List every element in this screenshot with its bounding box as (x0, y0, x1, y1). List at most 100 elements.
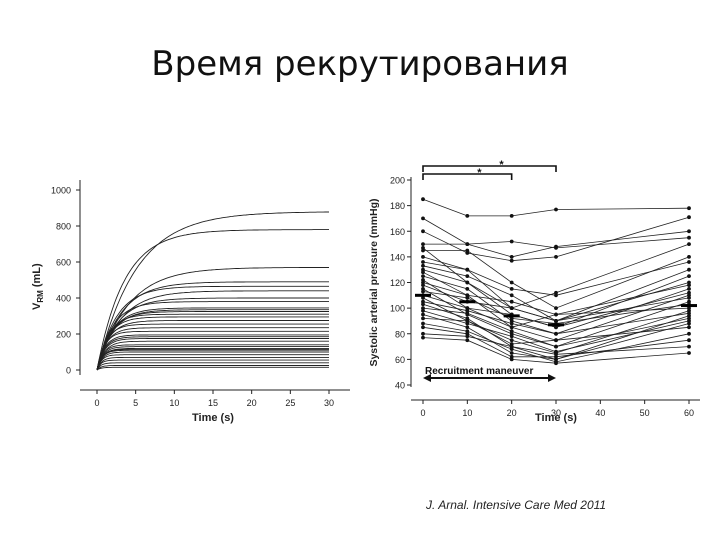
patient-pressure-point (687, 242, 691, 246)
patient-pressure-point (465, 306, 470, 310)
significance-bracket-inner: * (422, 167, 513, 180)
patient-pressure-point (687, 283, 691, 287)
patient-pressure-point (687, 299, 691, 304)
patient-pressure-point (509, 344, 514, 349)
vrm-curve (96, 354, 329, 371)
patient-pressure-point (554, 331, 558, 336)
patient-pressure-point (687, 313, 691, 318)
patient-pressure-point (465, 293, 470, 298)
patient-pressure-point (509, 255, 514, 259)
patient-pressure-point (687, 229, 691, 234)
vrm-chart: 0 200 400 600 800 1000 0 5 10 15 20 25 30 Time (s) VRM… (31, 180, 350, 424)
vrm-curve (96, 301, 329, 371)
y-tick-label: 200 (56, 330, 71, 340)
vrm-curve (96, 307, 329, 371)
patient-pressure-point (509, 299, 514, 304)
recruitment-arrow-right-head (548, 374, 556, 382)
vrm-curve (96, 323, 329, 371)
patient-pressure-point (465, 248, 470, 253)
x-tick-label: 20 (507, 408, 517, 418)
x-axis-title: Time (s) (535, 412, 577, 424)
patient-pressure-point (509, 258, 514, 263)
x-tick-label: 30 (324, 398, 334, 408)
patient-pressure-point (687, 255, 691, 259)
patient-pressure-point (687, 287, 691, 291)
y-axis-title: VRM (mL) (31, 263, 45, 310)
recruitment-label: Recruitment maneuver (425, 366, 533, 377)
patient-pressure-point (465, 287, 470, 291)
y-tick-label: 180 (390, 201, 405, 211)
patient-pressure-point (465, 338, 470, 343)
vrm-curve (96, 313, 329, 371)
x-tick-label: 40 (595, 408, 605, 418)
y-tick-label: 60 (395, 355, 405, 365)
patient-pressure-point (554, 361, 558, 366)
patient-pressure-point (509, 329, 514, 334)
patient-pressure-point (687, 344, 691, 349)
patient-pressure-point (465, 280, 470, 285)
patient-pressure-point (554, 325, 558, 330)
vrm-curve (96, 267, 329, 371)
patient-pressure-point (687, 280, 691, 285)
bracket-line (422, 173, 513, 180)
patient-pressure-point (687, 325, 691, 330)
bracket-line (422, 165, 557, 172)
patient-pressure-point (509, 214, 514, 218)
patient-pressure-point (421, 321, 425, 326)
patient-pressure-point (421, 296, 425, 300)
x-tick-label: 10 (462, 408, 472, 418)
patient-pressure-point (687, 267, 691, 272)
x-tick-label: 0 (94, 398, 99, 408)
patient-pressure-point (421, 299, 425, 304)
patient-pressure-point (554, 352, 558, 357)
vrm-curve (96, 362, 329, 371)
y-tick-label: 120 (390, 278, 405, 288)
patient-pressure-point (687, 260, 691, 264)
patient-pressure-point (421, 216, 425, 221)
patient-pressure-point (554, 207, 558, 212)
patient-pressure-point (421, 242, 425, 246)
x-tick-label: 0 (420, 408, 425, 418)
patient-pressure-point (554, 255, 558, 259)
x-axis-title: Time (s) (192, 412, 234, 424)
vrm-curve (96, 340, 329, 371)
patient-pressure-point (509, 325, 514, 330)
y-tick-label: 80 (395, 329, 405, 339)
vrm-curve (96, 344, 329, 371)
patient-pressure-point (509, 357, 514, 362)
patient-pressure-point (421, 308, 425, 313)
vrm-curve (96, 309, 329, 371)
patient-pressure-point (421, 306, 425, 310)
patient-pressure-point (687, 321, 691, 326)
patient-pressure-point (465, 334, 470, 339)
patient-pressure-point (465, 267, 470, 272)
significance-star: * (499, 159, 504, 171)
vrm-curve (96, 330, 329, 371)
vrm-curve (96, 347, 329, 371)
vrm-curve (96, 334, 329, 371)
patient-pressure-point (421, 316, 425, 321)
vrm-curve (96, 336, 329, 371)
patient-pressure-point (421, 274, 425, 278)
patient-pressure-point (687, 306, 691, 310)
patient-pressure-point (421, 331, 425, 336)
patient-pressure-point (421, 302, 425, 307)
x-tick-label: 50 (640, 408, 650, 418)
patient-pressure-point (509, 338, 514, 343)
patient-pressure-point (509, 287, 514, 291)
patient-pressure-point (421, 229, 425, 234)
patient-pressure-point (421, 325, 425, 330)
patient-pressure-line (422, 218, 690, 249)
vrm-curve (96, 348, 329, 371)
patient-pressure-line (422, 216, 690, 262)
x-tick-label: 25 (285, 398, 295, 408)
slide-title: Время рекрутирования (151, 44, 569, 84)
y-axis-title: Systolic arterial pressure (mmHg) (368, 198, 380, 366)
patient-pressure-point (421, 255, 425, 259)
vrm-curve (96, 349, 329, 371)
patient-pressure-point (421, 283, 425, 287)
patient-pressure-point (421, 260, 425, 264)
patient-pressure-point (509, 293, 514, 298)
patient-pressure-line (422, 198, 690, 217)
y-tick-label: 1000 (51, 186, 71, 196)
